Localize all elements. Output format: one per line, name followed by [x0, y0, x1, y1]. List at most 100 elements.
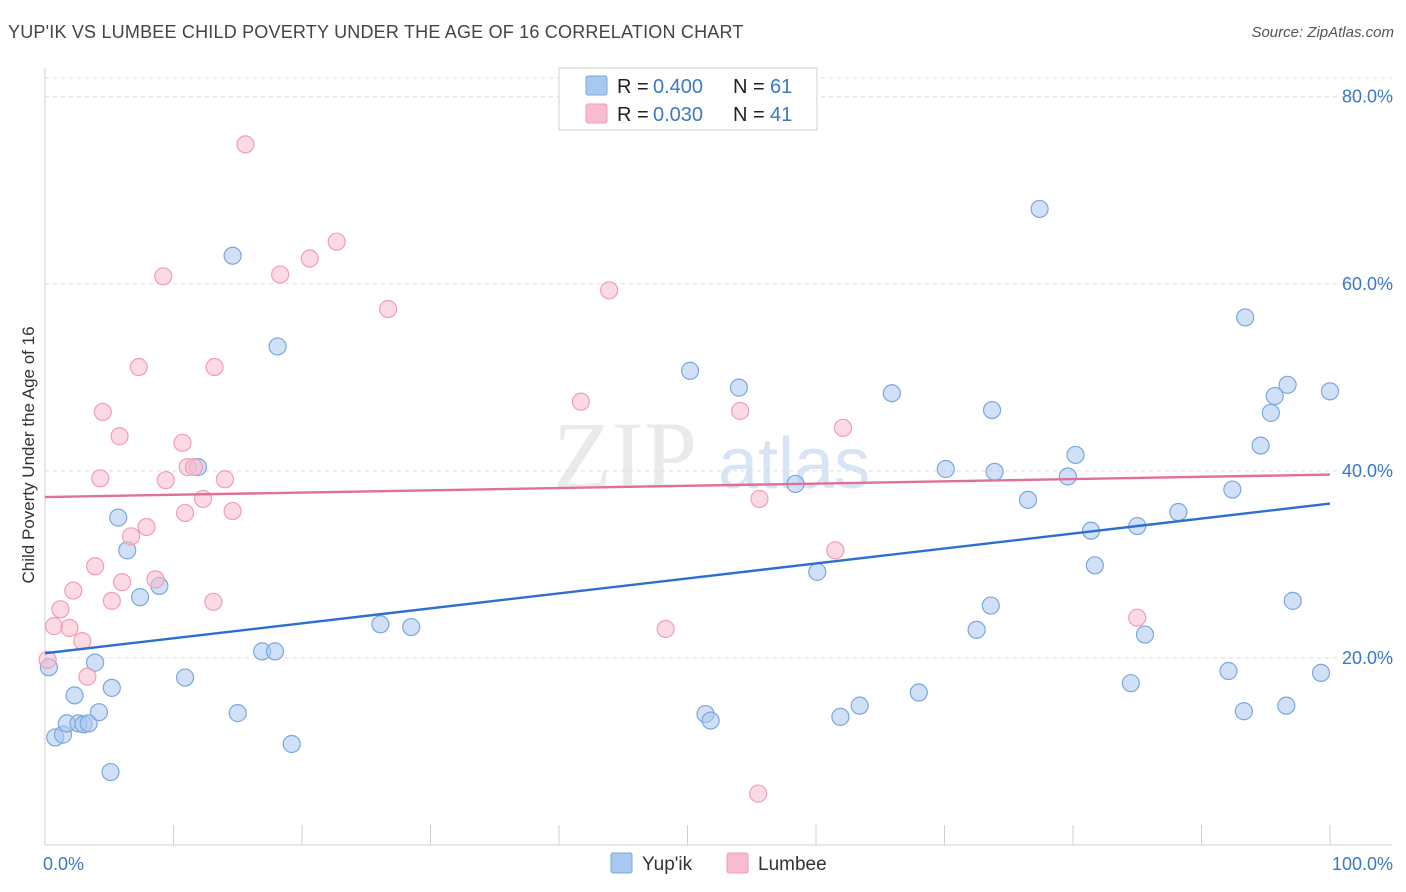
lumbee-point	[154, 267, 173, 286]
lumbee-point	[656, 619, 675, 639]
yupik-point	[175, 668, 195, 687]
lumbee-point	[93, 402, 112, 422]
lumbee-point	[184, 458, 204, 477]
yupik-swatch	[585, 75, 608, 96]
yupik-n-value: 61	[770, 76, 792, 98]
legend-yupik-swatch	[610, 852, 633, 874]
lumbee-point	[731, 401, 750, 421]
yupik-point	[1121, 674, 1140, 693]
lumbee-point	[271, 265, 290, 284]
yupik-point	[729, 378, 749, 397]
lumbee-r-value: 0.030	[653, 104, 703, 126]
yupik-point	[265, 642, 285, 661]
lumbee-r-label: R =	[617, 104, 649, 126]
yupik-point	[936, 459, 955, 479]
legend-yupik-label: Yup'ik	[642, 854, 693, 875]
yupik-point	[1030, 199, 1049, 219]
lumbee-point	[146, 570, 165, 589]
y-tick-label: 40.0%	[1342, 461, 1393, 481]
yupik-point	[1320, 382, 1340, 401]
yupik-point	[982, 400, 1002, 420]
lumbee-n-label: N =	[733, 104, 765, 126]
lumbee-point	[156, 471, 175, 490]
yupik-point	[985, 462, 1004, 481]
yupik-point	[967, 620, 986, 639]
lumbee-swatch	[585, 103, 608, 124]
lumbee-point	[833, 418, 853, 437]
lumbee-point	[236, 135, 255, 154]
lumbee-point	[826, 541, 845, 560]
lumbee-point	[78, 667, 97, 686]
yupik-point	[1278, 375, 1297, 394]
yupik-point	[1085, 556, 1104, 575]
yupik-point	[1283, 591, 1302, 610]
lumbee-point	[327, 232, 346, 251]
lumbee-point	[215, 470, 234, 489]
lumbee-point	[91, 469, 110, 488]
stats-legend: R = 0.400 N = 61 R = 0.030 N = 41	[558, 67, 818, 131]
yupik-point	[1018, 490, 1038, 509]
yupik-point	[130, 588, 150, 607]
yupik-point	[1277, 696, 1296, 715]
yupik-point	[1261, 403, 1280, 422]
yupik-point	[1265, 386, 1284, 406]
yupik-point	[1219, 661, 1238, 681]
yupik-point	[1135, 625, 1155, 644]
lumbee-point	[223, 501, 242, 521]
yupik-point	[223, 246, 242, 265]
yupik-point	[680, 361, 700, 380]
watermark-zip: ZIP	[553, 402, 697, 509]
yupik-point	[79, 714, 98, 733]
lumbee-point	[121, 527, 141, 546]
yupik-point	[1169, 502, 1188, 522]
axes	[44, 68, 1392, 846]
lumbee-point	[102, 591, 121, 610]
yupik-point	[1311, 663, 1331, 682]
y-tick-label: 60.0%	[1342, 274, 1393, 294]
lumbee-point	[173, 433, 192, 452]
yupik-point	[102, 678, 121, 697]
yupik-point	[882, 384, 901, 403]
x-tick-label: 100.0%	[1332, 854, 1393, 874]
y-axis-label: Child Poverty Under the Age of 16	[19, 326, 38, 583]
yupik-point	[228, 704, 247, 723]
yupik-point	[701, 711, 720, 730]
yupik-r-value: 0.400	[653, 76, 703, 98]
yupik-r-label: R =	[617, 76, 649, 98]
lumbee-point	[193, 489, 213, 509]
yupik-point	[1234, 702, 1254, 721]
yupik-point	[1236, 308, 1255, 327]
x-tick-labels: 0.0% 100.0%	[43, 854, 1393, 874]
lumbee-point	[205, 357, 224, 377]
yupik-trend-line	[44, 502, 1331, 655]
lumbee-point	[300, 249, 319, 268]
trend-lines	[44, 473, 1331, 655]
yupik-point	[109, 508, 128, 527]
yupik-point	[831, 707, 850, 726]
chart-title: YUP'IK VS LUMBEE CHILD POVERTY UNDER THE…	[8, 22, 744, 42]
lumbee-point	[749, 784, 768, 803]
yupik-point	[981, 596, 1000, 615]
lumbee-point	[110, 427, 129, 446]
yupik-point	[850, 696, 869, 715]
x-tick-label: 0.0%	[43, 854, 84, 874]
yupik-point	[808, 562, 827, 581]
yupik-point	[101, 762, 120, 782]
y-tick-label: 80.0%	[1342, 87, 1393, 107]
yupik-point	[1058, 467, 1077, 486]
lumbee-point	[44, 617, 64, 636]
y-tick-label: 20.0%	[1342, 648, 1393, 668]
lumbee-point	[1128, 608, 1147, 627]
yupik-point	[402, 617, 421, 637]
legend-lumbee-swatch	[726, 852, 749, 874]
yupik-point	[371, 615, 390, 634]
lumbee-point	[112, 573, 132, 592]
series-legend: Yup'ik Lumbee	[610, 852, 827, 875]
y-tick-labels: 20.0% 40.0% 60.0% 80.0%	[1342, 87, 1393, 668]
lumbee-point	[38, 650, 57, 669]
yupik-n-label: N =	[733, 76, 765, 98]
yupik-point	[89, 703, 109, 722]
yupik-point	[86, 653, 105, 672]
source-label: Source: ZipAtlas.com	[1251, 24, 1394, 41]
